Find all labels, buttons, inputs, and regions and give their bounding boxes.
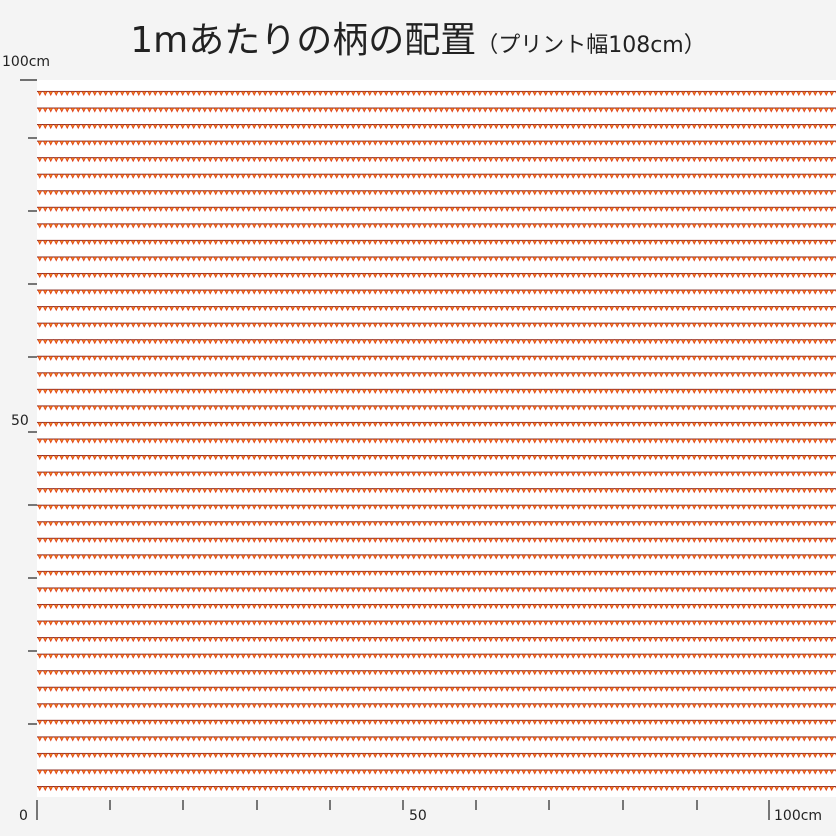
y-middle-label: 50 xyxy=(11,413,29,429)
x-start-label: 0 xyxy=(19,808,28,824)
x-end-label: 100cm xyxy=(774,808,822,824)
pattern xyxy=(37,88,836,792)
y-ticks xyxy=(20,79,37,725)
x-ticks xyxy=(36,800,770,820)
y-top-label: 100cm xyxy=(2,54,50,70)
title: 1mあたりの柄の配置（プリント幅108cm） xyxy=(130,20,706,61)
x-middle-label: 50 xyxy=(409,808,427,824)
